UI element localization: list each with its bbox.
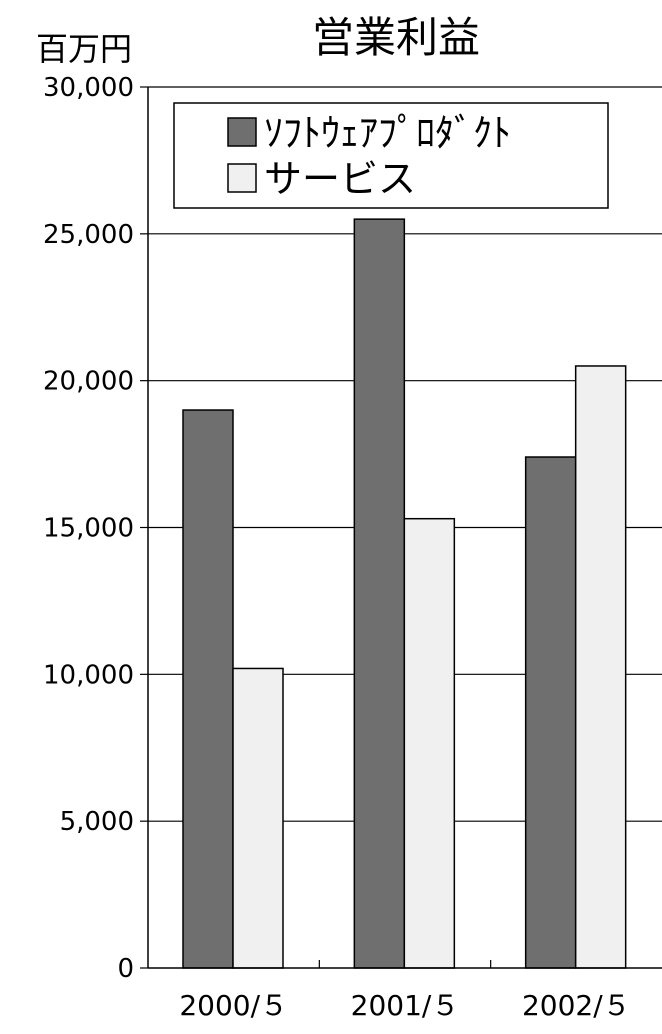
y-axis-tick-labels: 0 5,000 10,000 15,000 20,000 25,000 30,000: [43, 73, 134, 984]
axes: [140, 86, 662, 969]
y-tick-label: 10,000: [43, 660, 134, 690]
bar-service-2: [403, 517, 456, 969]
bar-service-1: [232, 667, 284, 969]
x-axis-tick-labels: 2000/５ 2001/５ 2002/５: [179, 989, 630, 1022]
bars: [182, 218, 627, 969]
legend-swatch: [227, 117, 257, 147]
bar-software-product-3: [524, 456, 577, 969]
legend-label: サービス: [264, 157, 416, 201]
bar-software-product-1: [182, 409, 234, 969]
y-tick-label: 5,000: [60, 807, 134, 837]
y-tick-label: 15,000: [43, 514, 134, 544]
y-tick-label: 25,000: [43, 220, 134, 250]
y-axis-unit-label: 百万円: [36, 30, 132, 68]
y-tick-label: 30,000: [43, 73, 134, 103]
x-tick-label: 2000/５: [179, 989, 288, 1022]
y-tick-label: 20,000: [43, 367, 134, 397]
chart-title: 営業利益: [312, 13, 480, 62]
x-tick-label: 2002/５: [522, 989, 631, 1022]
bar-service-3: [574, 365, 627, 969]
bar-software-product-2: [353, 218, 406, 969]
legend-swatch: [227, 163, 257, 193]
legend-label: ｿﾌﾄｳｪｱﾌﾟﾛﾀﾞｸﾄ: [264, 111, 511, 155]
y-tick-label: 0: [117, 954, 134, 984]
x-tick-label: 2001/５: [351, 989, 460, 1022]
